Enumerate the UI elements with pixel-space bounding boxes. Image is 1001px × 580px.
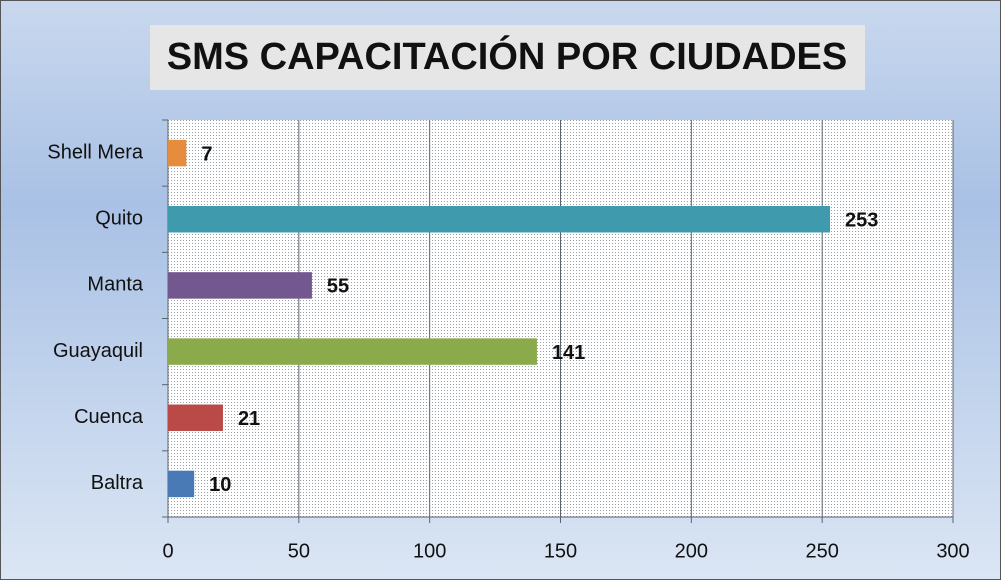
value-label: 21 [238, 408, 260, 430]
bar [168, 404, 223, 431]
x-tick-label: 50 [288, 540, 310, 562]
y-tick-label: Guayaquil [53, 340, 143, 362]
title-box [150, 25, 865, 90]
value-label: 253 [845, 210, 878, 232]
x-tick-label: 300 [936, 540, 969, 562]
y-tick-label: Shell Mera [47, 141, 143, 163]
value-label: 7 [201, 143, 212, 165]
x-tick-label: 0 [162, 540, 173, 562]
y-tick-label: Baltra [91, 472, 144, 494]
x-tick-label: 100 [413, 540, 446, 562]
x-tick-label: 200 [675, 540, 708, 562]
y-tick-label: Cuenca [74, 406, 144, 428]
chart-title: SMS CAPACITACIÓN POR CIUDADES [167, 34, 848, 78]
x-tick-label: 250 [805, 540, 838, 562]
bar [168, 470, 195, 498]
y-tick-label: Manta [87, 274, 143, 296]
value-label: 10 [209, 474, 231, 496]
bar [168, 272, 312, 299]
bar [168, 139, 187, 167]
value-label: 141 [552, 342, 585, 364]
bar [168, 206, 831, 233]
bar [168, 338, 537, 365]
x-tick-label: 150 [544, 540, 577, 562]
value-label: 55 [327, 276, 349, 298]
y-tick-label: Quito [95, 208, 143, 230]
